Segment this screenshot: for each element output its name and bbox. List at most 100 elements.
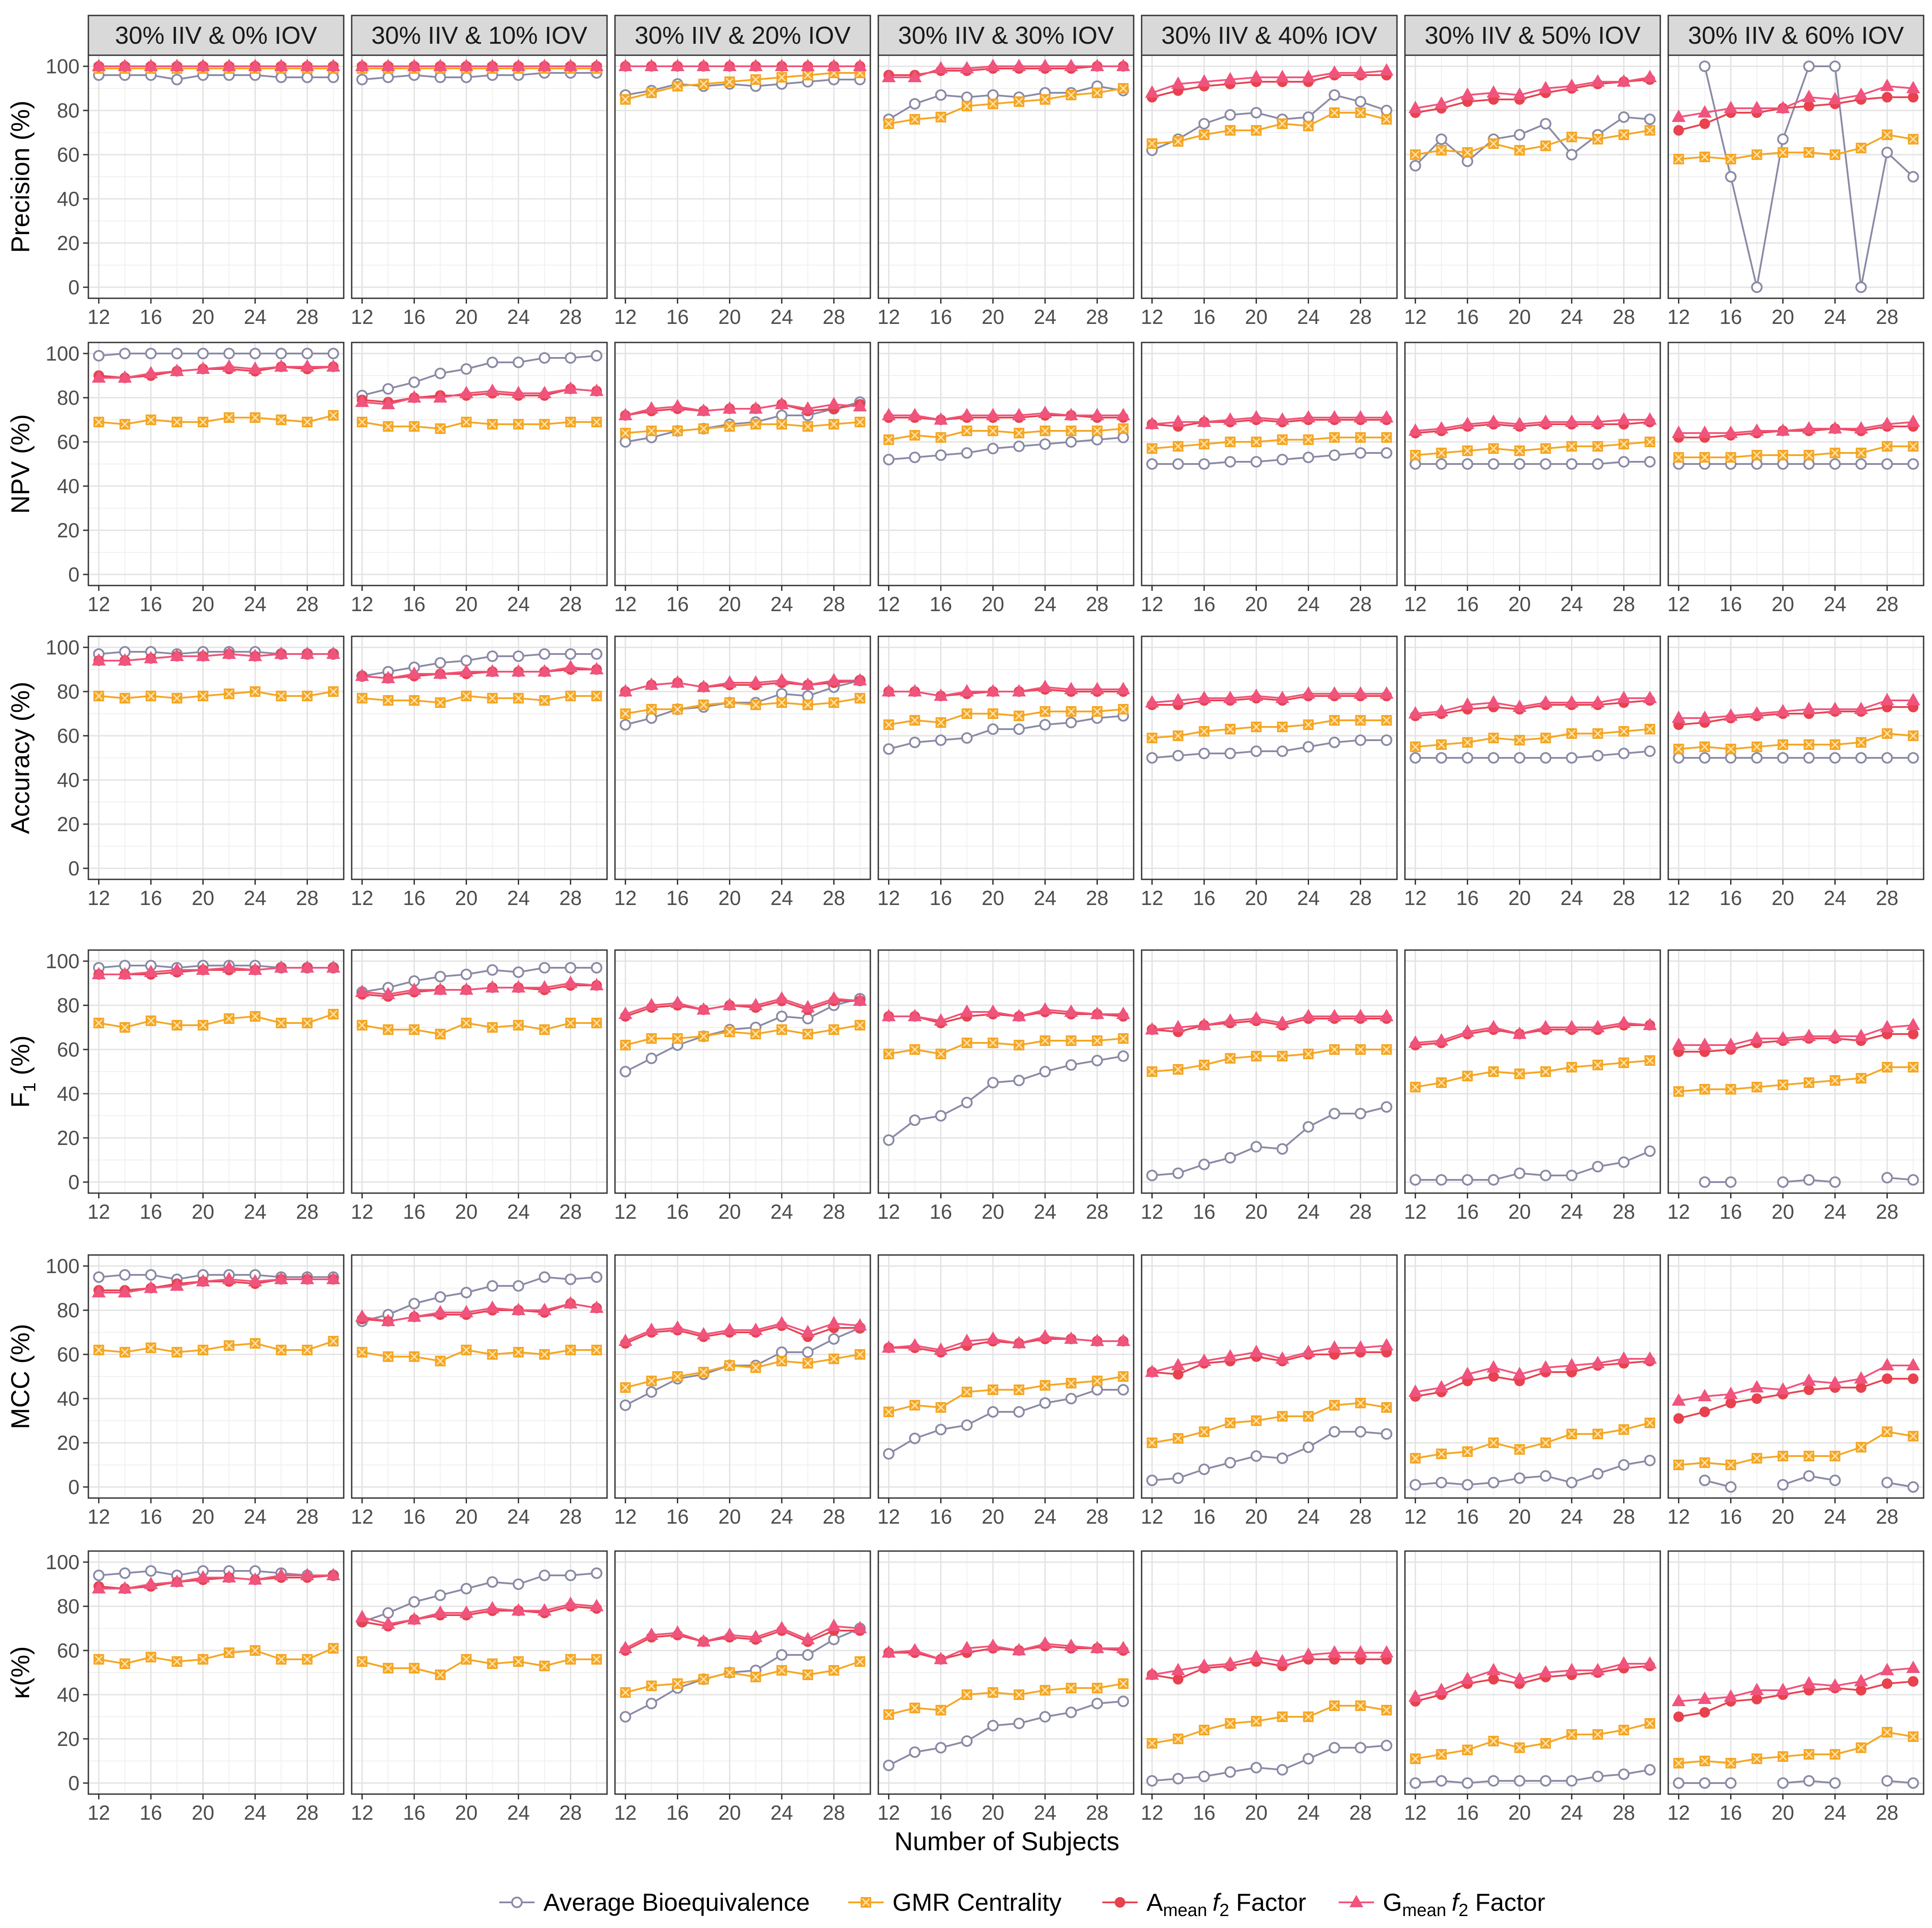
point-gmr bbox=[1225, 724, 1236, 734]
series-line-gmean bbox=[1678, 1667, 1913, 1702]
point-gmean bbox=[563, 1296, 578, 1308]
point-abe bbox=[197, 348, 209, 359]
point-gmr bbox=[1882, 441, 1893, 452]
point-gmr bbox=[1277, 1051, 1288, 1061]
series-gmean bbox=[1671, 78, 1921, 122]
panel-r2-c5: 12 16 20 24 28 bbox=[1404, 635, 1661, 909]
point-gmr bbox=[1777, 1451, 1788, 1461]
point-abe bbox=[1725, 1777, 1737, 1789]
point-abe bbox=[1644, 114, 1656, 125]
x-tick-label: 28 bbox=[296, 593, 319, 616]
point-abe bbox=[119, 348, 131, 359]
point-abe bbox=[1224, 1766, 1236, 1778]
point-abe bbox=[145, 1565, 157, 1577]
point-gmean bbox=[1854, 1371, 1868, 1384]
point-gmean bbox=[1116, 407, 1131, 420]
series-line-gmean bbox=[1152, 1015, 1387, 1031]
x-tick-label: 12 bbox=[1141, 1200, 1163, 1223]
point-abe bbox=[1039, 719, 1051, 730]
strip-label-2: 30% IIV & 20% IOV bbox=[635, 21, 851, 49]
point-gmr bbox=[1329, 107, 1340, 118]
point-abe bbox=[1328, 1108, 1340, 1119]
x-tick-label: 24 bbox=[1824, 886, 1846, 909]
point-gmr bbox=[513, 693, 524, 704]
point-gmr bbox=[1830, 448, 1841, 458]
point-abe bbox=[1618, 456, 1630, 468]
point-abe bbox=[909, 1433, 921, 1444]
x-tick-label: 16 bbox=[930, 1200, 952, 1223]
strip-label-6: 30% IIV & 60% IOV bbox=[1688, 21, 1904, 49]
point-gmr bbox=[1355, 432, 1366, 443]
x-tick-label: 24 bbox=[507, 1200, 530, 1223]
point-gmean bbox=[91, 966, 106, 979]
x-tick-label: 28 bbox=[1876, 1801, 1898, 1824]
x-tick-label: 24 bbox=[1824, 1505, 1846, 1528]
point-abe bbox=[1013, 1075, 1025, 1086]
series-line-abe bbox=[1152, 1106, 1387, 1176]
point-gmr bbox=[1514, 445, 1525, 456]
point-gmean bbox=[1460, 1366, 1475, 1379]
series-gmean bbox=[355, 1296, 604, 1326]
panel-border bbox=[1141, 635, 1398, 880]
point-gmr bbox=[171, 417, 182, 427]
panel-border bbox=[351, 1550, 608, 1795]
point-gmean bbox=[300, 1271, 315, 1284]
point-abe bbox=[1198, 458, 1210, 470]
x-tick-label: 28 bbox=[296, 1200, 319, 1223]
x-tick-label: 28 bbox=[823, 1801, 845, 1824]
point-gmr bbox=[565, 1654, 576, 1665]
point-gmr bbox=[119, 1347, 130, 1358]
point-gmr bbox=[909, 430, 920, 441]
point-gmean bbox=[1379, 1338, 1394, 1350]
point-gmean bbox=[222, 359, 236, 372]
y-tick-label: 100 bbox=[46, 342, 80, 365]
point-gmr bbox=[1462, 1071, 1473, 1081]
panel-border bbox=[1667, 342, 1924, 586]
point-gmean bbox=[1802, 1373, 1816, 1386]
series-line-abe bbox=[1151, 94, 1387, 151]
panel-r5-c4: 12 16 20 24 28 bbox=[1141, 1550, 1398, 1824]
point-abe bbox=[1673, 752, 1685, 764]
point-gmean bbox=[748, 997, 763, 1010]
point-gmean bbox=[1090, 1640, 1105, 1653]
series-line-amean bbox=[1678, 426, 1913, 438]
x-tick-label: 28 bbox=[823, 593, 845, 616]
series-gmr bbox=[620, 1656, 865, 1698]
series-line-abe bbox=[625, 79, 860, 96]
point-gmean bbox=[118, 653, 132, 665]
point-gmean bbox=[960, 1640, 974, 1653]
point-abe bbox=[301, 72, 313, 83]
point-gmr bbox=[328, 1643, 339, 1654]
series-abe bbox=[1146, 447, 1393, 470]
point-gmr bbox=[145, 691, 156, 701]
point-abe bbox=[1618, 111, 1630, 123]
point-gmean bbox=[1460, 1671, 1475, 1684]
point-gmr bbox=[1540, 443, 1551, 454]
series-line-abe bbox=[362, 72, 597, 80]
x-tick-label: 20 bbox=[455, 886, 478, 909]
point-gmean bbox=[459, 664, 474, 677]
point-gmean bbox=[1590, 1662, 1605, 1675]
series-gmean bbox=[355, 58, 604, 71]
series-gmr bbox=[93, 410, 339, 430]
x-tick-label: 16 bbox=[1193, 1200, 1215, 1223]
point-abe bbox=[1276, 1764, 1288, 1776]
point-gmr bbox=[357, 1656, 368, 1667]
point-gmr bbox=[461, 1018, 472, 1028]
point-gmr bbox=[672, 1678, 683, 1689]
point-abe bbox=[645, 1698, 657, 1709]
point-gmean bbox=[1145, 1667, 1159, 1680]
point-gmean bbox=[1564, 1019, 1579, 1032]
panel-r1-c3: 12 16 20 24 28 bbox=[877, 342, 1135, 616]
x-tick-label: 12 bbox=[614, 593, 637, 616]
point-abe bbox=[1381, 1101, 1393, 1113]
x-tick-label: 16 bbox=[930, 1801, 952, 1824]
point-gmr bbox=[539, 419, 550, 430]
point-gmean bbox=[118, 370, 132, 383]
series-line-abe bbox=[1415, 116, 1650, 167]
point-abe bbox=[883, 1448, 895, 1460]
point-gmean bbox=[1697, 1388, 1712, 1401]
point-abe bbox=[1409, 458, 1421, 470]
point-gmr bbox=[513, 419, 524, 430]
x-tick-label: 24 bbox=[1824, 305, 1846, 328]
